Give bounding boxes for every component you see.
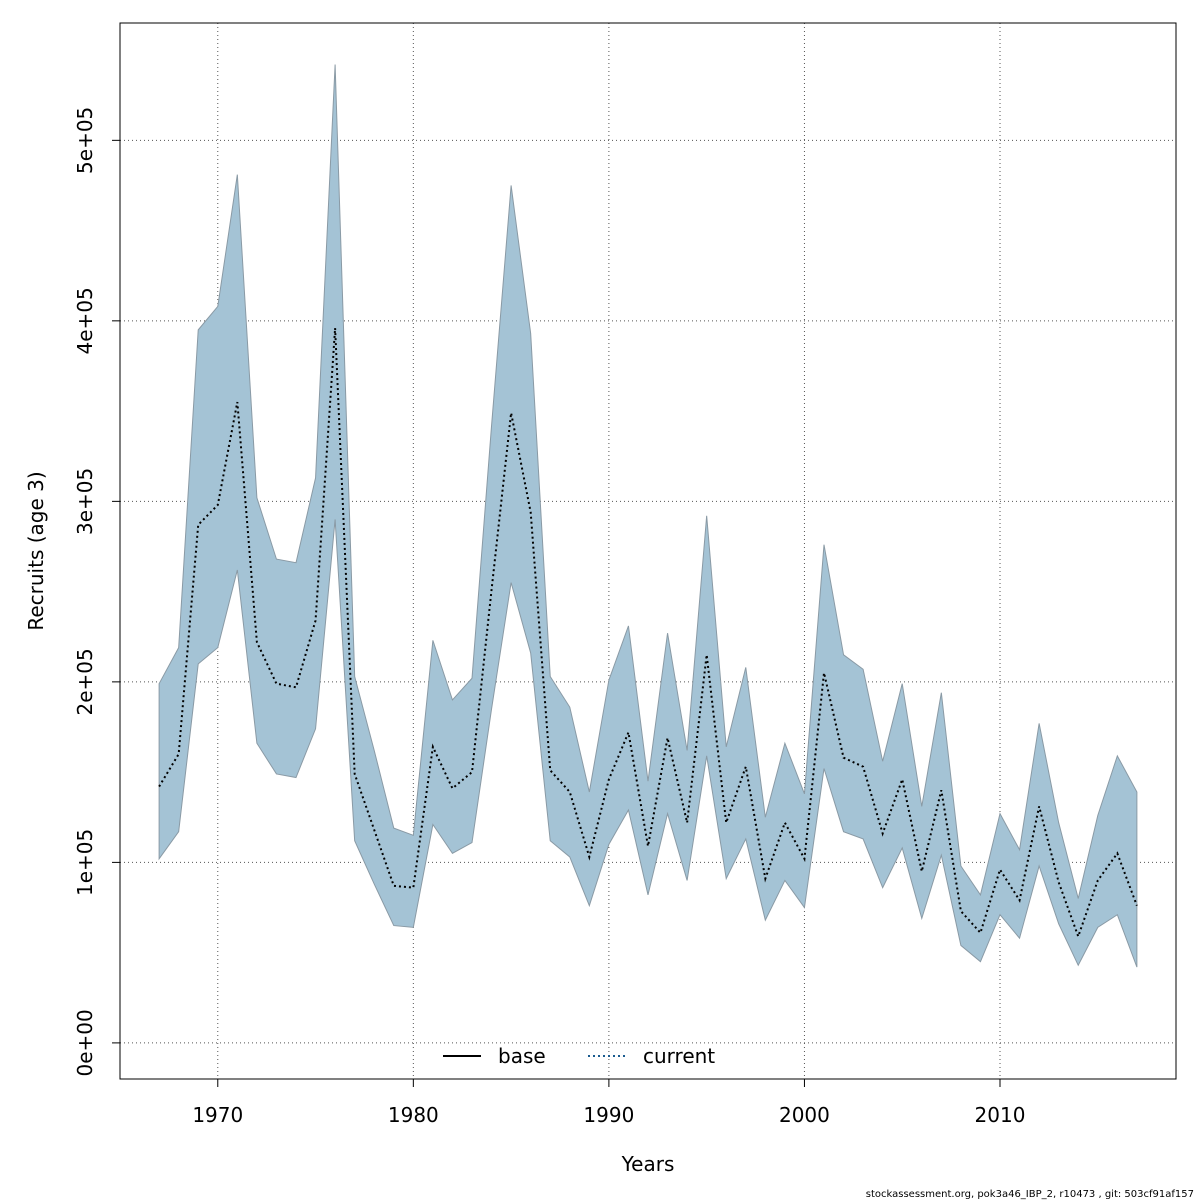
- footer-caption: stockassessment.org, pok3a46_IBP_2, r104…: [866, 1189, 1194, 1200]
- x-tick-label: 2010: [975, 1103, 1026, 1127]
- x-tick-label: 1990: [583, 1103, 634, 1127]
- y-axis: 0e+00 1e+05 2e+05 3e+05 4e+05 5e+05: [73, 107, 120, 1077]
- legend-base-label: base: [498, 1044, 546, 1068]
- confidence-band-layer: [158, 64, 1138, 968]
- y-tick-label: 2e+05: [73, 648, 97, 715]
- legend-current-label: current: [643, 1044, 715, 1068]
- plot-frame: [119, 22, 1177, 1080]
- y-tick-label: 3e+05: [73, 468, 97, 535]
- x-axis: 1970 1980 1990 2000 2010: [192, 1079, 1025, 1127]
- x-tick-label: 1980: [388, 1103, 439, 1127]
- confidence-band: [158, 64, 1138, 968]
- grid-lines: [120, 23, 1176, 1079]
- y-axis-title: Recruits (age 3): [24, 471, 48, 630]
- y-tick-label: 1e+05: [73, 829, 97, 896]
- y-tick-label: 0e+00: [73, 1009, 97, 1076]
- y-tick-label: 5e+05: [73, 107, 97, 174]
- legend: base current: [443, 1044, 715, 1068]
- x-tick-label: 2000: [779, 1103, 830, 1127]
- y-tick-label: 4e+05: [73, 287, 97, 354]
- x-tick-label: 1970: [192, 1103, 243, 1127]
- x-axis-title: Years: [621, 1152, 675, 1176]
